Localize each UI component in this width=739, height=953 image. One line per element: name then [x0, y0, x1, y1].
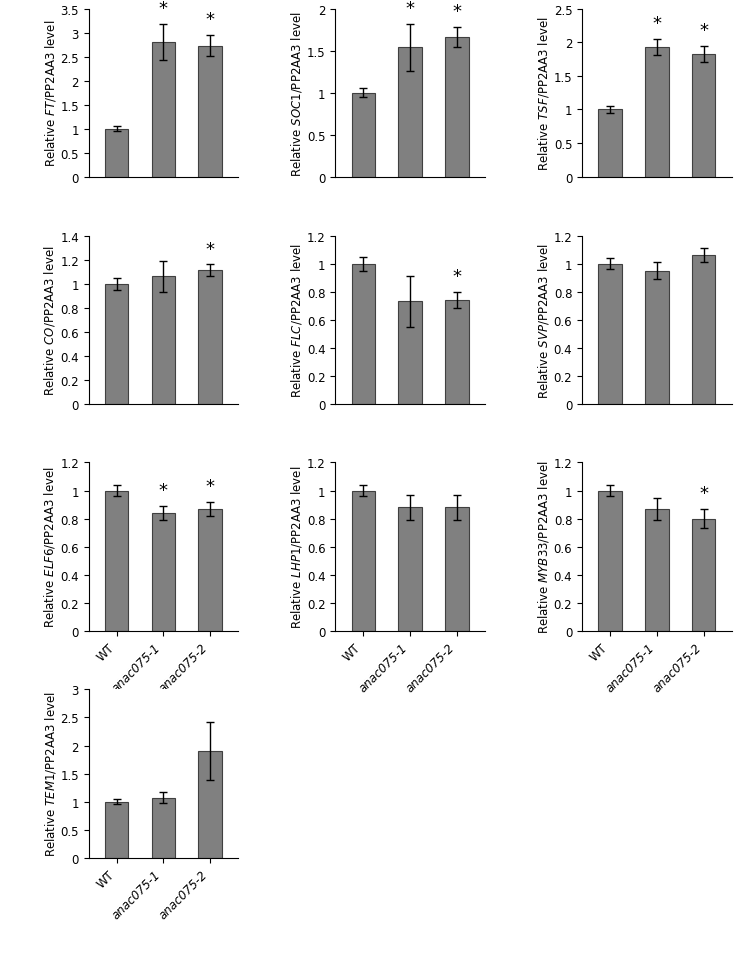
Y-axis label: Relative $\it{TSF}$/PP2AA3 level: Relative $\it{TSF}$/PP2AA3 level: [536, 16, 551, 171]
Y-axis label: Relative $\it{LHP1}$/PP2AA3 level: Relative $\it{LHP1}$/PP2AA3 level: [289, 465, 304, 629]
Bar: [398, 302, 422, 404]
Y-axis label: Relative $\it{FT}$/PP2AA3 level: Relative $\it{FT}$/PP2AA3 level: [43, 20, 58, 167]
Bar: [445, 508, 469, 631]
Bar: [352, 264, 375, 404]
Bar: [105, 284, 129, 404]
Bar: [692, 55, 715, 177]
Bar: [199, 47, 222, 177]
Bar: [445, 300, 469, 404]
Bar: [151, 514, 175, 631]
Bar: [645, 272, 669, 404]
Bar: [692, 255, 715, 404]
Bar: [105, 130, 129, 177]
Bar: [199, 751, 222, 858]
Y-axis label: Relative $\it{SVP}$/PP2AA3 level: Relative $\it{SVP}$/PP2AA3 level: [536, 242, 551, 398]
Bar: [645, 48, 669, 177]
Bar: [398, 508, 422, 631]
Text: *: *: [205, 477, 214, 496]
Text: *: *: [653, 15, 661, 33]
Text: *: *: [406, 0, 415, 18]
Y-axis label: Relative $\it{SOC1}$/PP2AA3 level: Relative $\it{SOC1}$/PP2AA3 level: [289, 10, 304, 176]
Y-axis label: Relative $\it{FLC}$/PP2AA3 level: Relative $\it{FLC}$/PP2AA3 level: [289, 243, 304, 397]
Bar: [599, 491, 621, 631]
Bar: [151, 43, 175, 177]
Bar: [352, 491, 375, 631]
Y-axis label: Relative $\it{TEM1}$/PP2AA3 level: Relative $\it{TEM1}$/PP2AA3 level: [43, 691, 58, 857]
Y-axis label: Relative $\it{MYB33}$/PP2AA3 level: Relative $\it{MYB33}$/PP2AA3 level: [536, 460, 551, 634]
Text: *: *: [205, 11, 214, 30]
Y-axis label: Relative $\it{CO}$/PP2AA3 level: Relative $\it{CO}$/PP2AA3 level: [42, 245, 58, 395]
Text: *: *: [699, 484, 708, 502]
Y-axis label: Relative $\it{ELF6}$/PP2AA3 level: Relative $\it{ELF6}$/PP2AA3 level: [42, 466, 58, 628]
Bar: [398, 49, 422, 177]
Bar: [199, 271, 222, 404]
Text: *: *: [159, 0, 168, 18]
Bar: [645, 509, 669, 631]
Text: *: *: [205, 240, 214, 258]
Bar: [599, 111, 621, 177]
Text: *: *: [452, 3, 461, 21]
Bar: [199, 509, 222, 631]
Bar: [599, 264, 621, 404]
Bar: [105, 491, 129, 631]
Bar: [151, 277, 175, 404]
Bar: [352, 93, 375, 177]
Bar: [151, 798, 175, 858]
Text: *: *: [699, 23, 708, 40]
Bar: [445, 38, 469, 177]
Bar: [692, 519, 715, 631]
Text: *: *: [452, 268, 461, 286]
Text: *: *: [159, 481, 168, 499]
Bar: [105, 801, 129, 858]
